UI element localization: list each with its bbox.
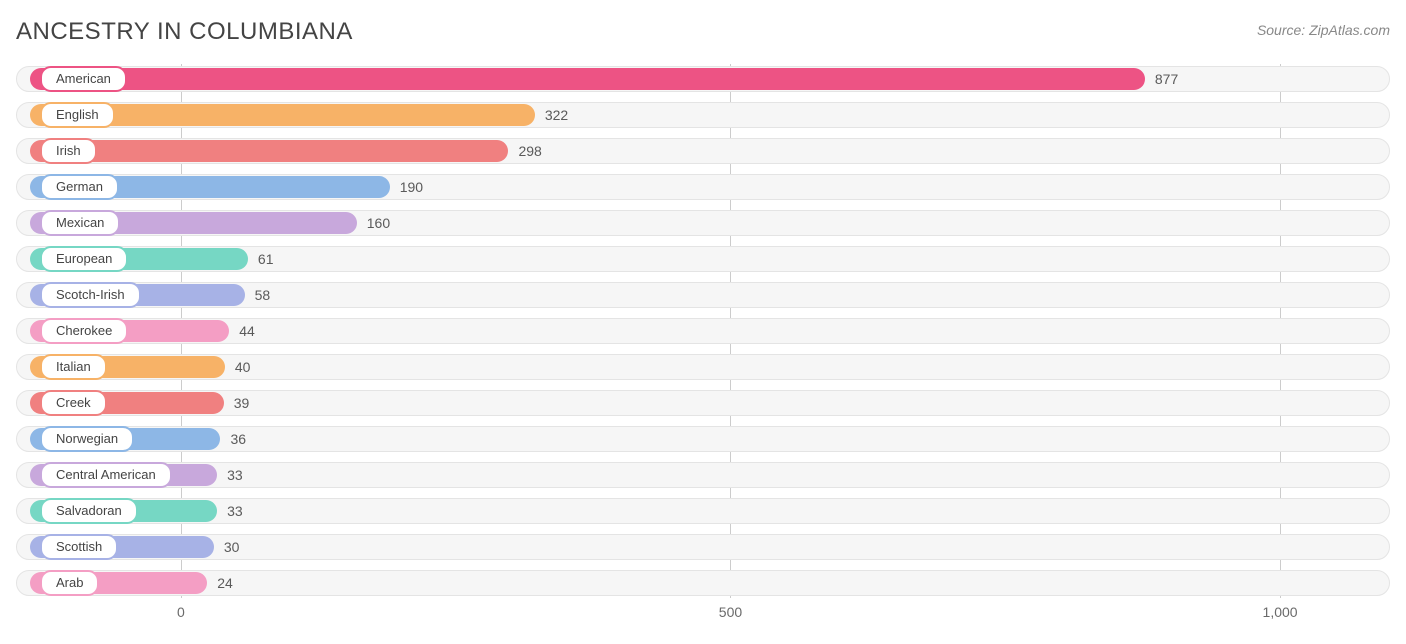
chart-title: ANCESTRY IN COLUMBIANA bbox=[16, 18, 353, 46]
bar-value: 40 bbox=[235, 359, 251, 375]
bar-value: 298 bbox=[518, 143, 541, 159]
bar-label: Scotch-Irish bbox=[40, 282, 141, 308]
bar-row: Scottish 30 bbox=[16, 532, 1390, 562]
bar-fill bbox=[30, 140, 508, 162]
chart-source: Source: ZipAtlas.com bbox=[1257, 22, 1390, 38]
bar-value: 24 bbox=[217, 575, 233, 591]
bar-label: Salvadoran bbox=[40, 498, 138, 524]
chart-area: American 877 English 322 Irish 298 German 190 Me… bbox=[16, 64, 1390, 598]
bar-value: 39 bbox=[234, 395, 250, 411]
bar-value: 33 bbox=[227, 467, 243, 483]
x-axis-tick-label: 500 bbox=[719, 604, 742, 620]
bar-track bbox=[16, 534, 1390, 560]
bar-row: Italian 40 bbox=[16, 352, 1390, 382]
bar-row: Central American 33 bbox=[16, 460, 1390, 490]
bar-row: Salvadoran 33 bbox=[16, 496, 1390, 526]
bar-label: Mexican bbox=[40, 210, 120, 236]
bar-label: European bbox=[40, 246, 128, 272]
bar-row: American 877 bbox=[16, 64, 1390, 94]
bar-value: 36 bbox=[230, 431, 246, 447]
bar-row: European 61 bbox=[16, 244, 1390, 274]
bar-value: 61 bbox=[258, 251, 274, 267]
bar-value: 30 bbox=[224, 539, 240, 555]
bar-row: Irish 298 bbox=[16, 136, 1390, 166]
bar-track bbox=[16, 426, 1390, 452]
chart-header: ANCESTRY IN COLUMBIANA Source: ZipAtlas.… bbox=[16, 18, 1390, 46]
bar-value: 322 bbox=[545, 107, 568, 123]
bar-value: 33 bbox=[227, 503, 243, 519]
bar-row: Cherokee 44 bbox=[16, 316, 1390, 346]
bar-label: Arab bbox=[40, 570, 99, 596]
bar-label: Norwegian bbox=[40, 426, 134, 452]
bar-row: English 322 bbox=[16, 100, 1390, 130]
bar-label: Irish bbox=[40, 138, 97, 164]
bar-row: Creek 39 bbox=[16, 388, 1390, 418]
bar-track bbox=[16, 498, 1390, 524]
bar-label: German bbox=[40, 174, 119, 200]
bar-row: Norwegian 36 bbox=[16, 424, 1390, 454]
bar-label: English bbox=[40, 102, 115, 128]
bar-label: Creek bbox=[40, 390, 107, 416]
bar-row: Arab 24 bbox=[16, 568, 1390, 598]
bar-fill bbox=[30, 68, 1145, 90]
bar-value: 58 bbox=[255, 287, 271, 303]
bar-value: 160 bbox=[367, 215, 390, 231]
bar-row: Mexican 160 bbox=[16, 208, 1390, 238]
bar-label: Italian bbox=[40, 354, 107, 380]
x-axis-tick-label: 0 bbox=[177, 604, 185, 620]
bar-label: American bbox=[40, 66, 127, 92]
bar-label: Cherokee bbox=[40, 318, 128, 344]
x-axis: 0 500 1,000 bbox=[16, 602, 1390, 626]
bar-value: 190 bbox=[400, 179, 423, 195]
bar-value: 877 bbox=[1155, 71, 1178, 87]
bar-value: 44 bbox=[239, 323, 255, 339]
bar-label: Scottish bbox=[40, 534, 118, 560]
x-axis-tick-label: 1,000 bbox=[1263, 604, 1298, 620]
bar-row: Scotch-Irish 58 bbox=[16, 280, 1390, 310]
bar-label: Central American bbox=[40, 462, 172, 488]
bar-track bbox=[16, 462, 1390, 488]
bar-row: German 190 bbox=[16, 172, 1390, 202]
